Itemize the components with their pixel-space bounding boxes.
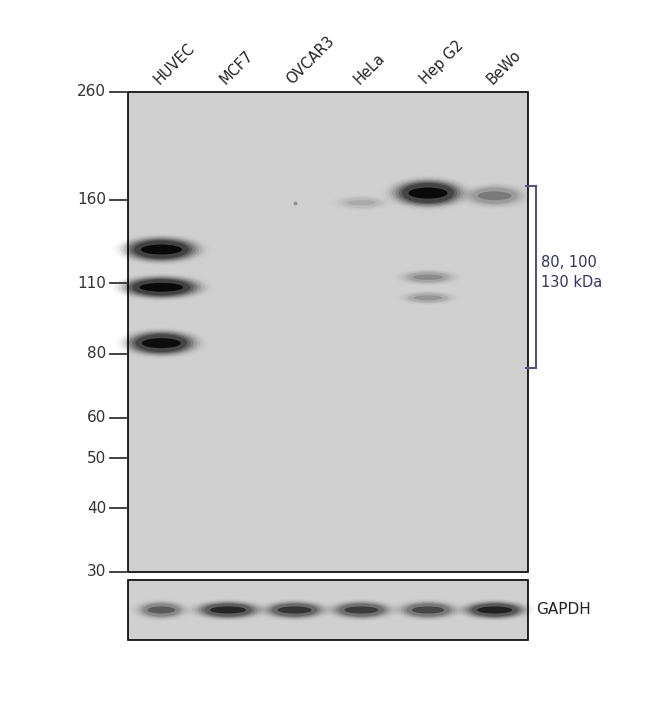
Text: HUVEC: HUVEC: [151, 41, 198, 87]
Ellipse shape: [330, 601, 393, 619]
Ellipse shape: [469, 603, 521, 617]
Ellipse shape: [398, 601, 458, 619]
Ellipse shape: [140, 283, 183, 291]
Ellipse shape: [135, 334, 187, 352]
Ellipse shape: [404, 603, 452, 617]
Ellipse shape: [263, 601, 326, 619]
Ellipse shape: [127, 238, 196, 260]
Ellipse shape: [472, 188, 517, 204]
Ellipse shape: [125, 331, 197, 355]
Text: HeLa: HeLa: [351, 51, 387, 87]
Ellipse shape: [389, 178, 467, 208]
Ellipse shape: [272, 604, 317, 616]
Ellipse shape: [125, 277, 198, 297]
Text: 50: 50: [86, 451, 106, 466]
Ellipse shape: [408, 187, 447, 199]
Ellipse shape: [133, 279, 190, 296]
Bar: [128, 92, 528, 572]
Ellipse shape: [460, 600, 530, 620]
Ellipse shape: [343, 198, 380, 208]
Ellipse shape: [402, 183, 454, 203]
Ellipse shape: [344, 607, 378, 614]
Ellipse shape: [261, 600, 329, 620]
Ellipse shape: [138, 602, 184, 618]
Ellipse shape: [392, 179, 463, 207]
Ellipse shape: [129, 332, 194, 355]
Ellipse shape: [407, 293, 449, 303]
Ellipse shape: [471, 604, 518, 616]
Text: 40: 40: [86, 501, 106, 515]
Ellipse shape: [398, 182, 457, 204]
Text: 110: 110: [77, 276, 106, 291]
Ellipse shape: [339, 604, 384, 616]
Ellipse shape: [467, 186, 523, 206]
Ellipse shape: [409, 293, 447, 303]
Ellipse shape: [134, 241, 189, 258]
Text: 160: 160: [77, 192, 106, 207]
Ellipse shape: [142, 338, 181, 348]
Ellipse shape: [136, 601, 187, 619]
Ellipse shape: [122, 277, 202, 298]
Ellipse shape: [201, 603, 255, 617]
Text: 30: 30: [86, 564, 106, 579]
Text: 80: 80: [86, 347, 106, 362]
Ellipse shape: [122, 330, 200, 357]
Ellipse shape: [347, 200, 376, 206]
Text: 260: 260: [77, 84, 106, 100]
Ellipse shape: [465, 602, 524, 618]
Ellipse shape: [192, 600, 264, 620]
Ellipse shape: [140, 603, 182, 617]
Text: Hep G2: Hep G2: [417, 38, 467, 87]
Ellipse shape: [414, 296, 442, 300]
Ellipse shape: [120, 236, 203, 263]
Ellipse shape: [401, 602, 455, 618]
Ellipse shape: [411, 607, 444, 614]
Text: OVCAR3: OVCAR3: [284, 34, 338, 87]
Ellipse shape: [132, 333, 190, 353]
Ellipse shape: [336, 603, 387, 617]
Ellipse shape: [278, 607, 311, 614]
Ellipse shape: [129, 278, 194, 296]
Ellipse shape: [269, 603, 320, 617]
Text: GAPDH: GAPDH: [536, 602, 591, 618]
Ellipse shape: [131, 239, 192, 260]
Ellipse shape: [408, 272, 448, 282]
Text: 80, 100
130 kDa: 80, 100 130 kDa: [541, 255, 603, 290]
Ellipse shape: [148, 607, 175, 614]
Ellipse shape: [143, 604, 179, 616]
Ellipse shape: [140, 244, 182, 254]
Ellipse shape: [406, 272, 450, 283]
Ellipse shape: [395, 180, 460, 206]
Ellipse shape: [403, 271, 453, 284]
Text: BeWo: BeWo: [484, 47, 524, 87]
Ellipse shape: [406, 604, 450, 616]
Ellipse shape: [204, 604, 252, 616]
Ellipse shape: [124, 237, 199, 262]
Ellipse shape: [198, 602, 258, 618]
Ellipse shape: [478, 192, 512, 200]
Text: 60: 60: [86, 411, 106, 425]
Ellipse shape: [413, 274, 443, 280]
Ellipse shape: [469, 187, 520, 205]
Ellipse shape: [210, 607, 246, 614]
Ellipse shape: [463, 601, 526, 619]
Ellipse shape: [118, 275, 205, 299]
Ellipse shape: [333, 602, 389, 618]
Bar: [128, 580, 528, 640]
Ellipse shape: [195, 601, 261, 619]
Text: MCF7: MCF7: [217, 48, 257, 87]
Ellipse shape: [266, 602, 323, 618]
Ellipse shape: [477, 607, 512, 614]
